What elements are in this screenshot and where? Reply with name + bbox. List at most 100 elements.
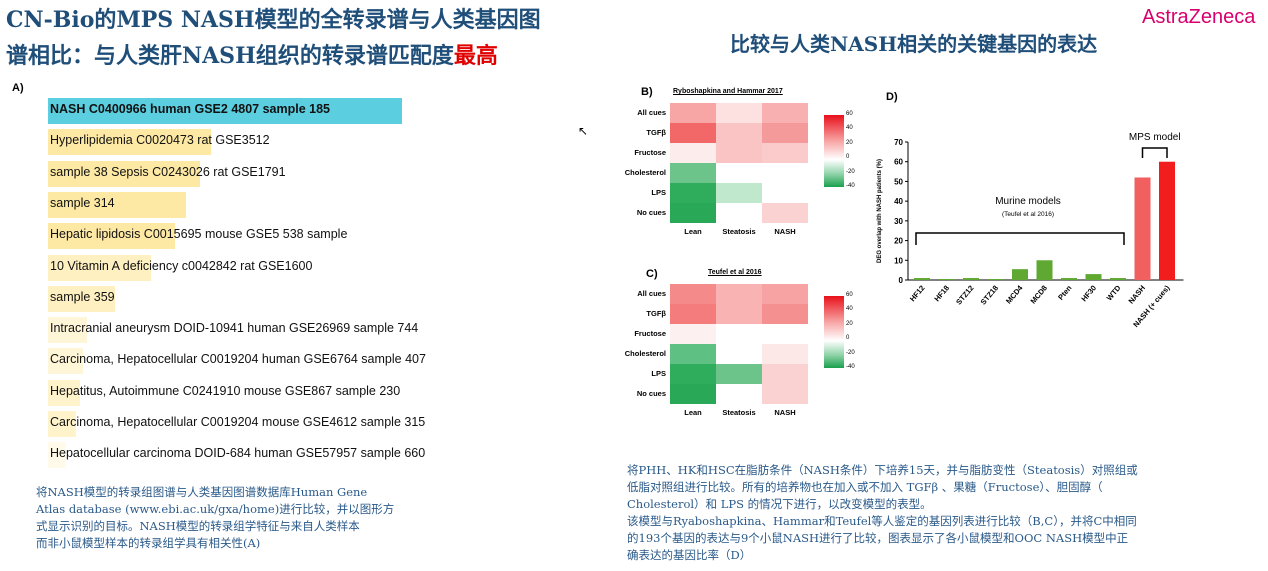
- heatmap-cell: [670, 304, 716, 324]
- heatmap-row-label: No cues: [636, 208, 666, 217]
- heatmap-cell: [716, 344, 762, 364]
- heatmap-cell: [670, 103, 716, 123]
- murine-models-label: Murine models: [995, 196, 1061, 207]
- heatmap-col-label: Steatosis: [722, 227, 756, 236]
- left-title-line2: 谱相比：与人类肝NASH组织的转录谱匹配度最高: [6, 43, 498, 69]
- y-axis-label: DEG overlap with NASH patients (%): [877, 159, 883, 263]
- x-tick-label: HF30: [1079, 284, 1098, 304]
- heatmap-cell: [762, 324, 808, 344]
- panel-a-bar: [48, 98, 402, 124]
- x-tick-label: NASH: [1126, 284, 1147, 306]
- x-tick-label: Pten: [1056, 283, 1074, 302]
- panel-a-bar: [48, 411, 77, 437]
- heatmap-cell: [716, 123, 762, 143]
- panel-a-row-label: Carcinoma, Hepatocellular C0019204 human…: [50, 352, 426, 367]
- colorbar-tick-label: 20: [846, 320, 853, 327]
- panel-a-row-label: Hyperlipidemia C0020473 rat GSE3512: [50, 133, 270, 148]
- y-tick-label: 30: [894, 217, 903, 226]
- panel-a-bar: [48, 442, 66, 469]
- heatmap-row-label: LPS: [651, 369, 666, 378]
- panel-a-bar: [48, 379, 80, 406]
- panel-a-caption-line: 将NASH模型的转录组图谱与人类基因图谱数据库Human Gene: [36, 485, 368, 499]
- panel-c-label: C): [646, 268, 658, 280]
- heatmap-cell: [762, 143, 808, 163]
- mps-model-label: MPS model: [1129, 132, 1181, 143]
- colorbar-tick-label: 40: [846, 306, 853, 313]
- right-caption-line: 该模型与Ryaboshapkina、Hammar和Teufel等人鉴定的基因列表…: [627, 514, 1137, 528]
- heatmap-cell: [716, 364, 762, 384]
- heatmap-row-label: TGFβ: [646, 309, 666, 318]
- right-caption-line: 的193个基因的表达与9个小鼠NASH进行了比较，图表显示了各小鼠模型和OOC …: [627, 531, 1129, 545]
- panel-a-caption: 将NASH模型的转录组图谱与人类基因图谱数据库Human Gene Atlas d…: [36, 484, 506, 552]
- x-tick-label: HF12: [908, 284, 927, 304]
- heatmap-cell: [716, 384, 762, 404]
- right-caption-line: Cholesterol）和 LPS 的情况下进行，以改变模型的表型。: [627, 497, 932, 511]
- panel-a-row-label: NASH C0400966 human GSE2 4807 sample 185: [50, 102, 331, 116]
- panel-a-row-label: sample 38 Sepsis C0243026 rat GSE1791: [50, 164, 286, 179]
- bar: [914, 278, 930, 280]
- heatmap-cell: [762, 183, 808, 203]
- panel-a-caption-line: 式显示识别的目标。NASH模型的转录组学特征与来自人类样本: [36, 519, 360, 533]
- heatmap-cell: [670, 384, 716, 404]
- x-tick-label: MCD4: [1004, 283, 1025, 306]
- heatmap-cell: [716, 304, 762, 324]
- bar: [1110, 278, 1126, 280]
- panel-a-caption-line: 而非小鼠模型样本的转录组学具有相关性(A): [36, 536, 261, 550]
- heatmap-colorbar: [824, 115, 844, 187]
- right-caption-line: 将PHH、HK和HSC在脂肪条件（NASH条件）下培养15天，并与脂肪变性（St…: [627, 463, 1138, 477]
- panel-a-bar: [48, 160, 201, 187]
- x-tick-label: STZ12: [954, 284, 975, 307]
- panel-a-bar: [48, 191, 187, 218]
- heatmap-cell: [670, 143, 716, 163]
- colorbar-tick-label: 60: [846, 292, 853, 298]
- heatmap-cell: [670, 324, 716, 344]
- heatmap-col-label: NASH: [774, 408, 796, 417]
- panel-a-row-label: Carcinoma, Hepatocellular C0019204 mouse…: [50, 415, 426, 429]
- heatmap-cell: [762, 364, 808, 384]
- heatmap-cell: [670, 203, 716, 223]
- heatmap-cell: [670, 344, 716, 364]
- colorbar-tick-label: 0: [846, 154, 850, 161]
- panel-a-bar: [48, 223, 176, 250]
- heatmap-cell: [762, 203, 808, 223]
- heatmap-cell: [716, 324, 762, 344]
- bar: [1061, 278, 1077, 280]
- bar: [963, 278, 979, 280]
- right-caption-line: 低脂对照组进行比较。所有的培养物也在加入或不加入 TGFβ 、果糖（Fructo…: [627, 480, 1103, 494]
- y-tick-label: 10: [894, 256, 903, 265]
- x-tick-label: HF18: [932, 284, 951, 304]
- heatmap-row-label: All cues: [637, 108, 666, 117]
- heatmap-row-label: Cholesterol: [624, 349, 666, 358]
- right-title: 比较与人类NASH相关的关键基因的表达: [730, 32, 1098, 56]
- heatmap-row-label: Fructose: [634, 148, 666, 157]
- heatmap-cell: [762, 304, 808, 324]
- panel-b-title: Ryboshapkina and Hammar 2017: [673, 88, 783, 95]
- mouse-cursor-icon: ↖: [578, 124, 589, 138]
- y-tick-label: 0: [899, 276, 904, 285]
- panel-a-bar: [48, 285, 116, 312]
- panel-a-row-label: sample 314: [50, 195, 115, 210]
- colorbar-tick-label: 0: [846, 335, 850, 342]
- panel-d-label: D): [886, 91, 898, 103]
- x-tick-label: MCD8: [1028, 284, 1049, 306]
- bar: [987, 279, 1004, 280]
- panel-a-caption-line: Atlas database (www.ebi.ac.uk/gxa/home)进…: [36, 502, 395, 516]
- mps-bracket: [1141, 147, 1168, 158]
- heatmap-col-label: NASH: [774, 227, 796, 236]
- colorbar-tick-label: 60: [846, 111, 853, 117]
- heatmap-cell: [716, 103, 762, 123]
- colorbar-tick-label: 20: [846, 139, 853, 146]
- panel-b-label: B): [641, 86, 653, 98]
- panel-a-bar: [48, 317, 87, 344]
- y-tick-label: 40: [894, 197, 903, 206]
- heatmap-col-label: Steatosis: [722, 408, 756, 417]
- y-tick-label: 20: [894, 237, 903, 246]
- heatmap-cell: [762, 284, 808, 304]
- panel-a-bar: [48, 254, 151, 281]
- murine-models-reference: (Teufel et al 2016): [1002, 211, 1054, 218]
- heatmap-cell: [716, 203, 762, 223]
- bar: [938, 279, 955, 280]
- heatmap-cell: [716, 183, 762, 203]
- panel-a-bar: [48, 129, 211, 156]
- heatmap-cell: [762, 123, 808, 143]
